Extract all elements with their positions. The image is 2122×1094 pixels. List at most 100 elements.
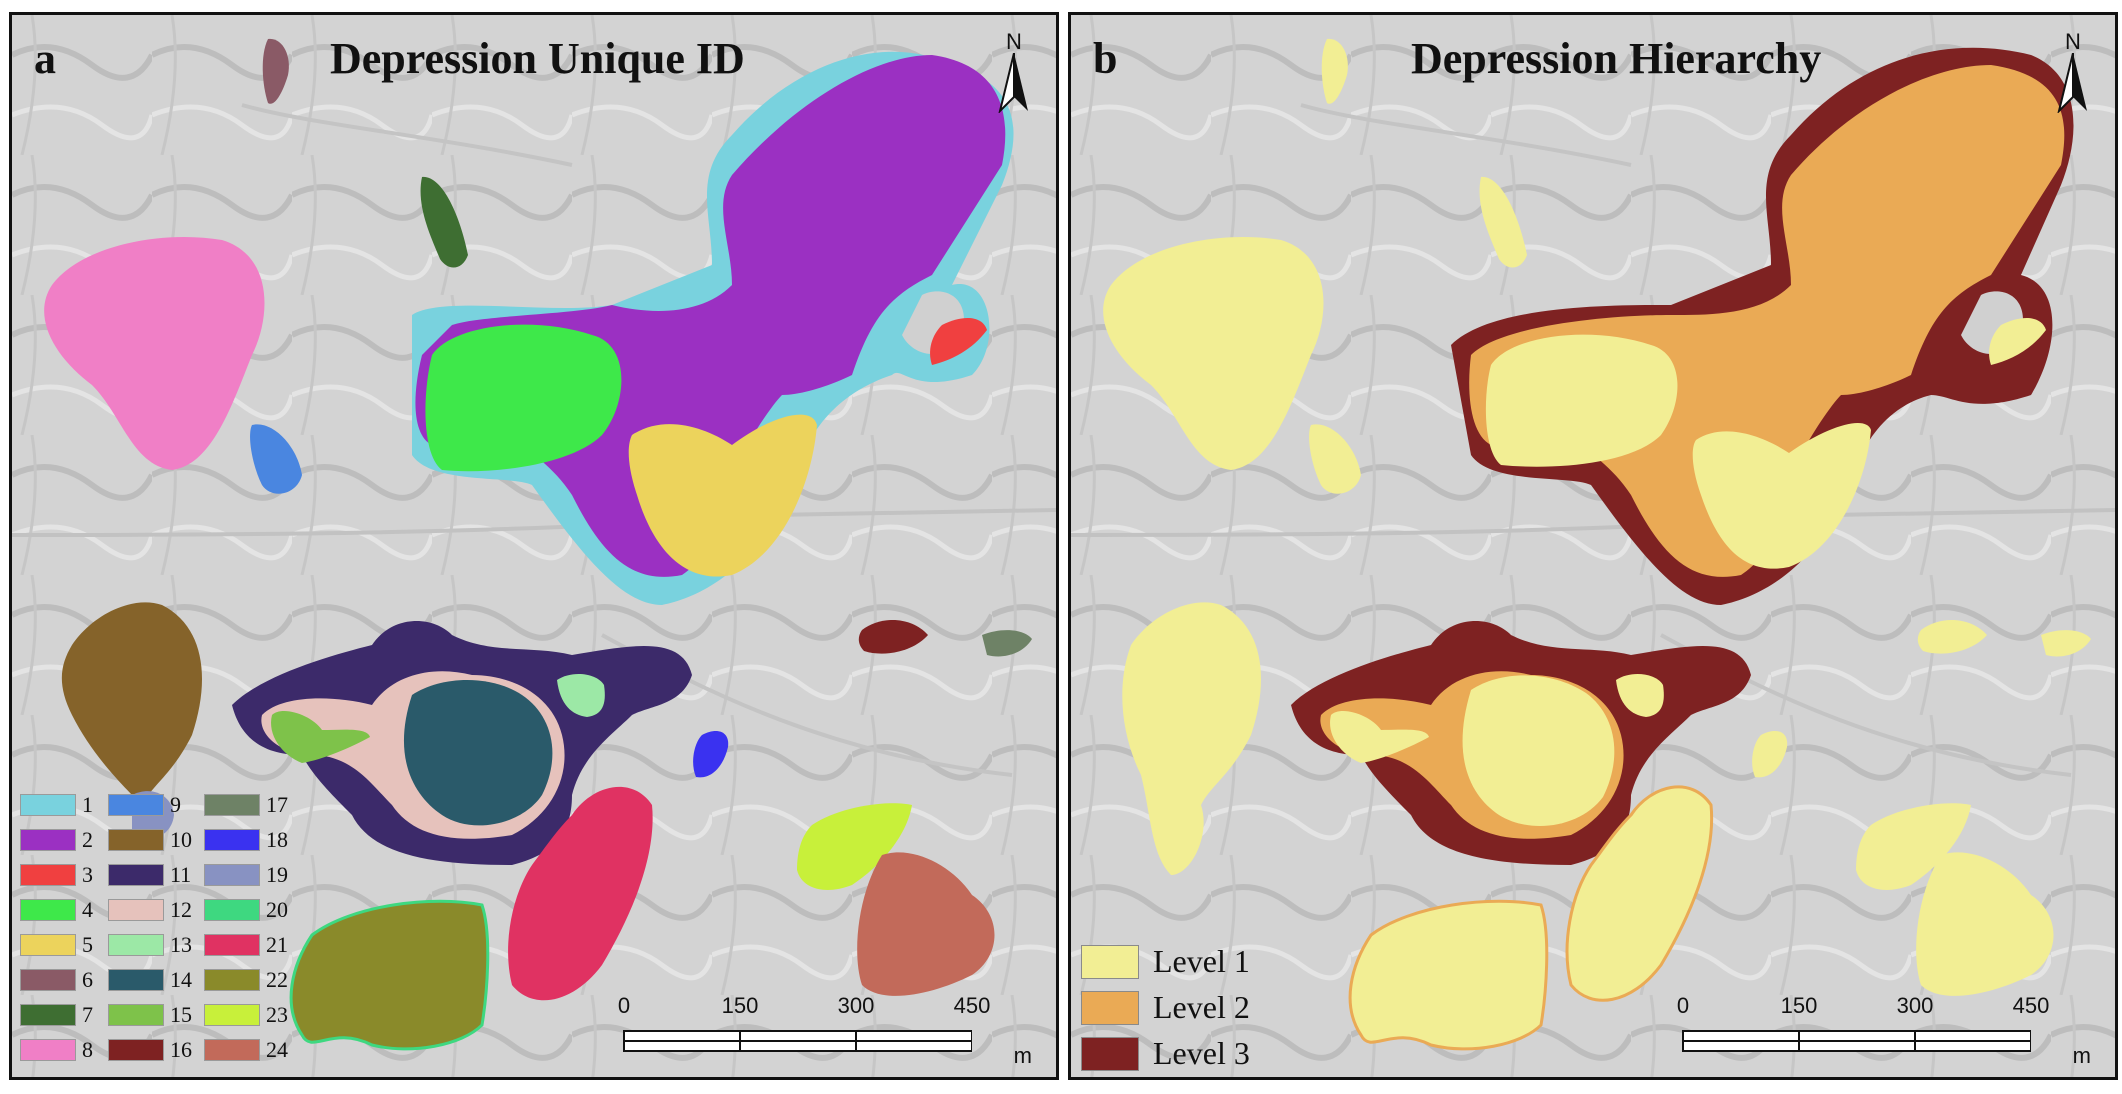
legend-item: 23 <box>204 1001 294 1029</box>
panel-title: Depression Hierarchy <box>1411 34 1822 83</box>
scale-bar: 0 150 300 450 m <box>1671 993 2091 1069</box>
scale-bar-graphic <box>623 1030 972 1052</box>
level-1-region <box>1330 710 1429 763</box>
legend-swatch <box>1081 991 1139 1025</box>
legend-label: 21 <box>266 932 288 957</box>
scale-tick-label: 0 <box>617 993 631 1018</box>
legend-item: 14 <box>108 966 198 994</box>
legend-label: 4 <box>82 897 93 922</box>
legend-label: 14 <box>170 967 192 992</box>
north-arrow: N <box>994 29 1034 115</box>
legend-swatch <box>204 1004 260 1026</box>
map-panel-depression-unique-id: a Depression Unique ID N 0 150 300 450 m… <box>9 12 1059 1080</box>
level-1-region <box>1103 237 1324 470</box>
legend-label: 22 <box>266 967 288 992</box>
legend-swatch <box>108 1004 164 1026</box>
depression-24 <box>857 852 995 996</box>
depression-23 <box>797 803 912 890</box>
road-line <box>241 103 573 167</box>
legend-swatch <box>204 1039 260 1061</box>
legend-item: 7 <box>20 1001 110 1029</box>
legend-item: 3 <box>20 861 110 889</box>
legend-swatch <box>204 794 260 816</box>
legend-label: 19 <box>266 862 288 887</box>
legend-swatch <box>1081 1037 1139 1071</box>
legend-swatch <box>20 829 76 851</box>
scale-tick-label: 150 <box>721 993 759 1018</box>
legend-swatch <box>204 829 260 851</box>
level-1-region <box>1989 318 2046 365</box>
scale-tick-label: 450 <box>953 993 991 1018</box>
north-label: N <box>1006 29 1022 54</box>
level-1-region <box>1856 803 1971 890</box>
legend-item: Level 3 <box>1077 1031 1317 1077</box>
level-1-region <box>1485 334 1678 467</box>
north-arrow: N <box>2053 29 2093 115</box>
depression-3 <box>930 318 987 365</box>
legend-item: 17 <box>204 791 294 819</box>
legend-item: 10 <box>108 826 198 854</box>
scale-unit: m <box>1013 1043 1032 1068</box>
legend-item: Level 1 <box>1077 939 1317 985</box>
depression-17 <box>982 630 1032 657</box>
legend-swatch <box>20 934 76 956</box>
depression-9 <box>250 424 302 494</box>
level-1-region <box>1348 899 1549 1051</box>
scale-bar: 0 150 300 450 m <box>612 993 1032 1069</box>
legend-swatch <box>204 864 260 886</box>
depression-8 <box>44 237 265 470</box>
level-1-region <box>1321 38 1348 104</box>
legend-label: 15 <box>170 1002 192 1027</box>
legend-label: 2 <box>82 827 93 852</box>
legend-swatch <box>20 1039 76 1061</box>
level-1-region <box>1917 619 1987 654</box>
legend-item: 11 <box>108 861 198 889</box>
north-arrow-icon <box>2057 53 2087 113</box>
depression-21 <box>508 786 653 1001</box>
depression-13 <box>557 673 605 717</box>
legend-item: 13 <box>108 931 198 959</box>
depression-14 <box>403 680 553 826</box>
level-1-region <box>2041 630 2091 657</box>
legend-item: 15 <box>108 1001 198 1029</box>
scale-unit: m <box>2072 1043 2091 1068</box>
legend-label: 1 <box>82 792 93 817</box>
legend-item: 8 <box>20 1036 110 1064</box>
scale-bar-graphic <box>1682 1030 2031 1052</box>
scale-tick-label: 0 <box>1676 993 1690 1018</box>
legend-label: 23 <box>266 1002 288 1027</box>
legend-label: 5 <box>82 932 93 957</box>
legend-item: 1 <box>20 791 110 819</box>
level-1-region <box>1692 423 1871 569</box>
panel-title: Depression Unique ID <box>330 34 745 83</box>
legend-item: 20 <box>204 896 294 924</box>
legend-item: 16 <box>108 1036 198 1064</box>
legend-swatch <box>204 969 260 991</box>
scale-tick-label: 450 <box>2012 993 2050 1018</box>
legend-label: 3 <box>82 862 93 887</box>
map-panel-depression-hierarchy: b Depression Hierarchy N 0 150 300 450 m… <box>1068 12 2118 1080</box>
level-1-region <box>1565 785 1714 1002</box>
legend-item: 19 <box>204 861 294 889</box>
panel-letter: a <box>34 34 56 83</box>
legend-item: 5 <box>20 931 110 959</box>
depression-10 <box>61 602 203 805</box>
legend-item: 6 <box>20 966 110 994</box>
legend-swatch <box>108 1039 164 1061</box>
depression-16 <box>858 619 928 654</box>
legend-swatch <box>20 969 76 991</box>
legend-label: 8 <box>82 1037 93 1062</box>
north-arrow-icon <box>998 53 1028 113</box>
level-1-region <box>1916 852 2054 996</box>
legend-label: 13 <box>170 932 192 957</box>
legend-label: 24 <box>266 1037 288 1062</box>
legend-label: 18 <box>266 827 288 852</box>
scale-tick-label: 300 <box>1896 993 1934 1018</box>
legend-unique-id: 1 2 3 4 5 6 7 8 9 10 11 12 13 14 15 16 1… <box>20 791 292 1073</box>
legend-item: 2 <box>20 826 110 854</box>
legend-item: 12 <box>108 896 198 924</box>
level-1-region <box>1122 602 1261 875</box>
level-1-region <box>1309 424 1361 494</box>
legend-swatch <box>20 1004 76 1026</box>
road-line <box>1300 103 1632 167</box>
